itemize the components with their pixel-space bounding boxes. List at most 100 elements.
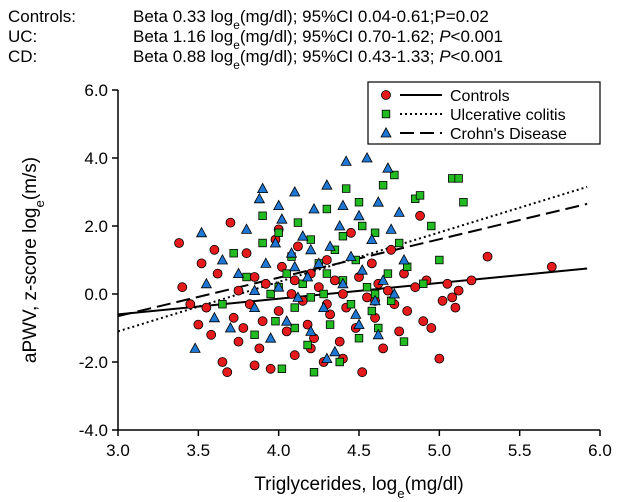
data-point-triangle (393, 206, 405, 217)
data-point-square (303, 340, 312, 350)
data-point-circle (249, 272, 260, 282)
y-axis-label: aPWV, z-score loge(m/s) (20, 157, 47, 363)
legend-marker (380, 126, 392, 138)
data-point-circle (426, 323, 437, 333)
data-point-square (271, 316, 280, 326)
data-point-circle (450, 302, 461, 313)
y-tick-label: 2.0 (84, 217, 108, 236)
data-point-triangle (372, 196, 384, 207)
data-point-circle (334, 336, 345, 347)
x-tick-label: 3.0 (106, 441, 130, 460)
data-point-triangle (324, 240, 336, 251)
annotation-group-label: Controls: (8, 7, 76, 26)
data-point-circle (222, 367, 233, 378)
data-point-square (346, 299, 356, 309)
data-point-triangle (321, 179, 333, 190)
data-point-circle (289, 350, 300, 361)
data-point-circle (185, 299, 196, 310)
data-point-square (258, 238, 267, 248)
data-point-triangle (337, 277, 349, 289)
data-point-circle (265, 363, 276, 374)
data-point-triangle (353, 318, 365, 330)
data-point-triangle (272, 199, 285, 211)
data-point-square (319, 289, 328, 299)
data-point-triangle (305, 325, 317, 336)
data-point-circle (209, 244, 220, 255)
data-point-circle (254, 343, 265, 354)
data-point-square (354, 197, 364, 207)
data-point-circle (321, 255, 332, 265)
data-point-circle (177, 282, 188, 293)
data-point-circle (225, 217, 236, 228)
data-point-square (354, 333, 364, 343)
data-point-circle (325, 309, 335, 320)
data-point-triangle (248, 284, 261, 296)
data-point-square (258, 211, 267, 220)
data-point-circle (437, 295, 448, 306)
data-point-circle (346, 227, 356, 238)
data-point-square (274, 228, 283, 237)
data-point-circle (378, 343, 389, 354)
data-point-circle (217, 357, 228, 367)
data-point-circle (289, 275, 300, 286)
data-point-square (378, 180, 388, 190)
data-point-circle (410, 282, 421, 293)
y-tick-label: 6.0 (84, 81, 108, 100)
data-point-triangle (385, 223, 397, 234)
data-point-circle (201, 302, 212, 313)
data-point-triangle (289, 260, 301, 272)
data-point-triangle (382, 162, 394, 173)
data-point-triangle (353, 209, 365, 221)
annotation-group-label: CD: (8, 47, 37, 66)
data-point-triangle (305, 243, 317, 255)
data-point-square (277, 364, 287, 373)
data-point-square (394, 238, 404, 248)
data-point-circle (357, 367, 368, 378)
data-point-square (399, 337, 409, 346)
data-point-square (358, 221, 367, 231)
y-tick-label: 4.0 (84, 149, 108, 168)
x-tick-label: 6.0 (588, 441, 612, 460)
data-point-square (459, 197, 468, 207)
data-point-circle (249, 360, 260, 371)
data-point-square (306, 235, 315, 244)
data-point-square (322, 204, 332, 214)
data-point-triangle (240, 223, 253, 234)
data-point-circle (257, 316, 268, 327)
x-tick-label: 5.5 (508, 441, 532, 460)
data-point-square (335, 357, 344, 367)
data-point-triangle (208, 311, 221, 323)
data-point-triangle (289, 185, 301, 197)
data-point-circle (329, 275, 340, 286)
data-point-circle (402, 306, 413, 316)
data-point-triangle (264, 332, 277, 343)
data-point-circle (193, 319, 204, 330)
data-point-triangle (285, 247, 298, 258)
data-point-triangle (388, 287, 401, 299)
data-point-square (282, 269, 291, 278)
data-point-triangle (337, 199, 349, 211)
data-point-square (367, 306, 377, 316)
data-point-square (390, 170, 399, 180)
data-point-triangle (253, 192, 266, 204)
data-point-triangle (372, 328, 384, 340)
data-point-circle (442, 278, 453, 289)
legend: Controls Ulcerative colitis Crohn's Diseas… (367, 81, 601, 145)
data-point-circle (546, 261, 557, 272)
data-point-square (419, 279, 428, 288)
data-point-triangle (256, 182, 269, 194)
data-point-triangle (232, 267, 245, 279)
y-tick-label: 0.0 (84, 285, 108, 304)
data-point-triangle (321, 352, 333, 364)
data-point-square (290, 303, 299, 312)
data-point-triangle (281, 315, 293, 326)
data-points (174, 151, 557, 378)
data-point-triangle (350, 308, 362, 319)
data-point-square (293, 218, 303, 227)
data-point-triangle (377, 274, 389, 285)
data-point-triangle (297, 230, 309, 241)
data-point-circle (366, 258, 377, 269)
data-point-square (435, 255, 444, 265)
data-point-circle (206, 329, 217, 340)
data-point-circle (276, 261, 287, 272)
